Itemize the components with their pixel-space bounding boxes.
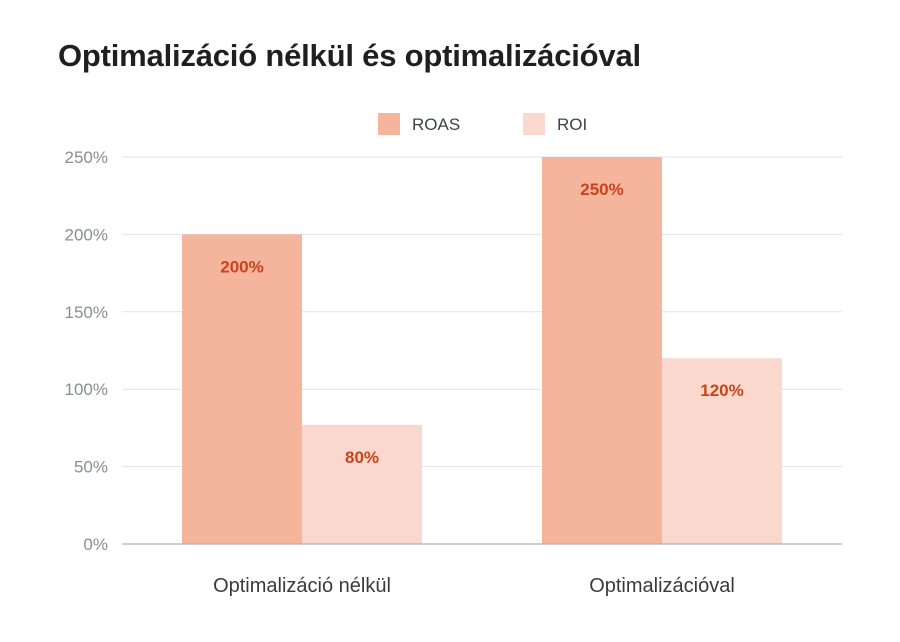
data-label: 120%: [700, 381, 743, 400]
data-label: 80%: [345, 448, 379, 467]
bar-roas: [182, 234, 302, 544]
y-tick-label: 250%: [65, 148, 108, 167]
legend-label-roi: ROI: [557, 115, 587, 134]
data-label: 200%: [220, 257, 263, 276]
legend-swatch-roas: [378, 113, 400, 135]
y-tick-label: 50%: [74, 458, 108, 477]
bar-roi: [302, 424, 422, 544]
x-category-label: Optimalizációval: [589, 575, 735, 597]
legend-label-roas: ROAS: [412, 115, 460, 134]
chart-title: Optimalizáció nélkül és optimalizációval: [58, 38, 641, 73]
legend-swatch-roi: [523, 113, 545, 135]
x-category-label: Optimalizáció nélkül: [213, 575, 391, 597]
bar-roas: [542, 157, 662, 544]
y-tick-label: 100%: [65, 380, 108, 399]
bar-roi: [662, 358, 782, 544]
y-tick-label: 200%: [65, 225, 108, 244]
y-tick-label: 0%: [83, 535, 108, 554]
data-label: 250%: [580, 180, 623, 199]
y-tick-label: 150%: [65, 303, 108, 322]
